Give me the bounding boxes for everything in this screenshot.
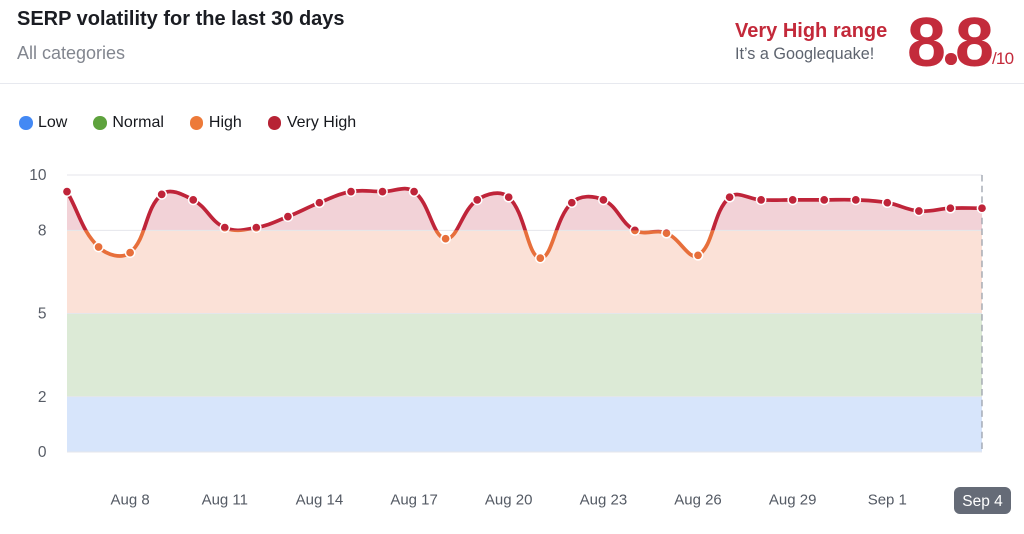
svg-text:Sep 4: Sep 4 [962,493,1003,510]
svg-text:Aug 23: Aug 23 [580,492,628,509]
svg-text:Aug 20: Aug 20 [485,492,533,509]
svg-text:2: 2 [38,389,47,406]
svg-text:Aug 8: Aug 8 [110,492,149,509]
svg-text:Aug 29: Aug 29 [769,492,817,509]
svg-text:Sep 1: Sep 1 [868,492,907,509]
svg-text:Aug 11: Aug 11 [202,492,248,509]
svg-text:5: 5 [38,306,47,323]
svg-text:10: 10 [29,167,47,184]
svg-text:Aug 17: Aug 17 [390,492,438,509]
svg-text:0: 0 [38,444,47,461]
svg-text:8: 8 [38,223,47,240]
svg-text:Aug 14: Aug 14 [296,492,344,509]
svg-text:Aug 26: Aug 26 [674,492,722,509]
